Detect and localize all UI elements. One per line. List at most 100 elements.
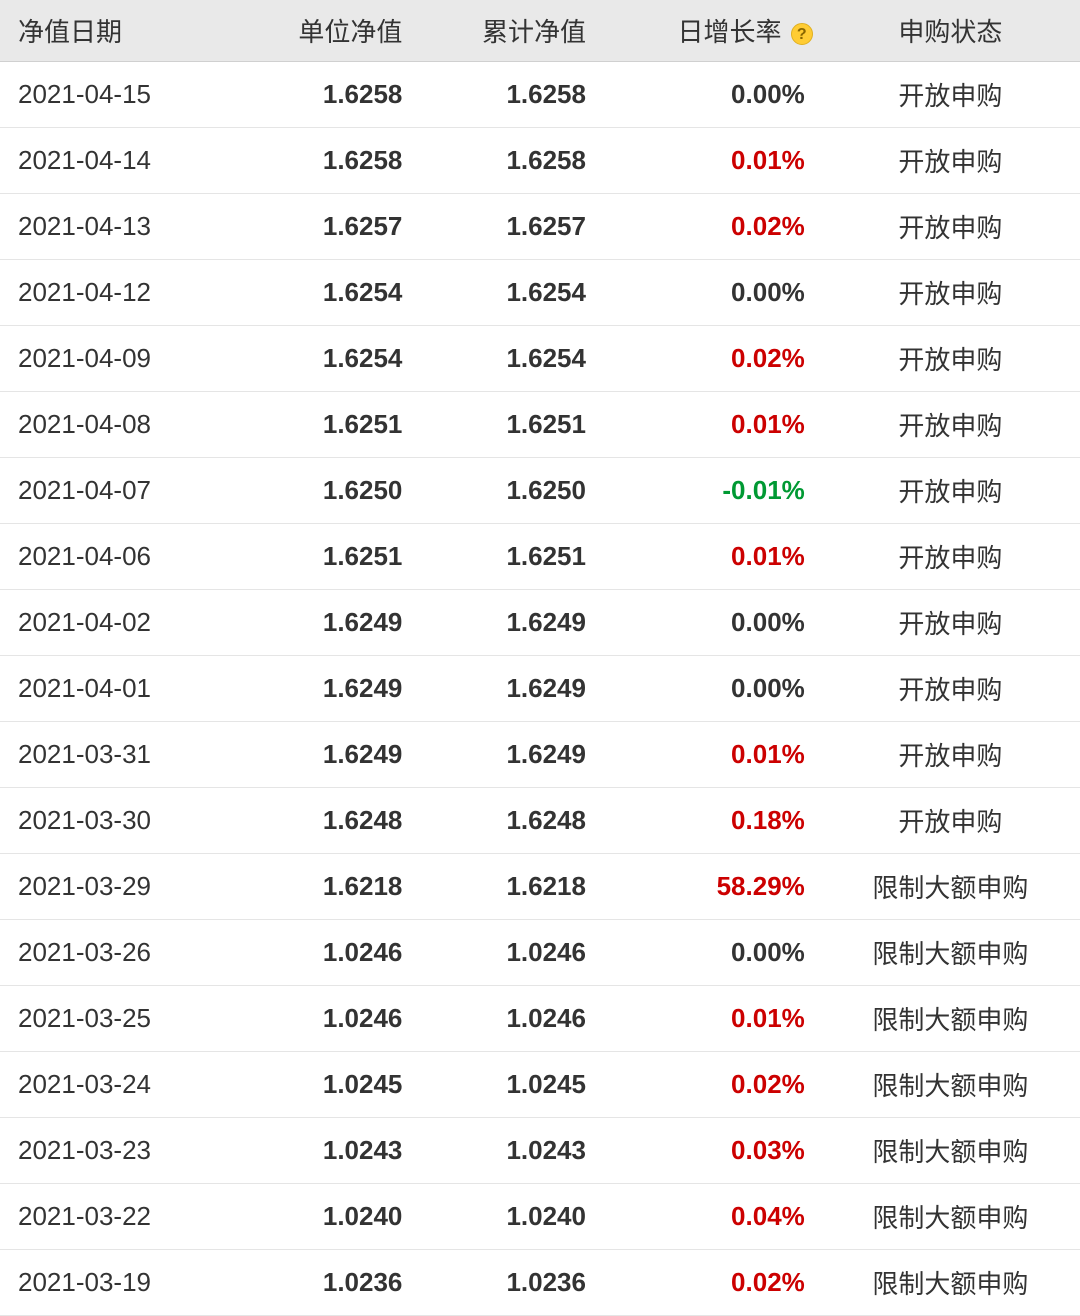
cell-date: 2021-03-31 [0, 722, 227, 788]
col-header-cum-nav[interactable]: 累计净值 [410, 0, 594, 62]
cell-date: 2021-03-30 [0, 788, 227, 854]
cell-date: 2021-04-06 [0, 524, 227, 590]
cell-cum-nav: 1.0240 [410, 1184, 594, 1250]
cell-unit-nav: 1.6218 [227, 854, 411, 920]
cell-daily-rate: 0.01% [594, 722, 821, 788]
table-row: 2021-04-061.62511.62510.01%开放申购 [0, 524, 1080, 590]
cell-cum-nav: 1.6249 [410, 656, 594, 722]
cell-status: 开放申购 [821, 656, 1080, 722]
table-row: 2021-03-311.62491.62490.01%开放申购 [0, 722, 1080, 788]
col-header-unit-nav[interactable]: 单位净值 [227, 0, 411, 62]
cell-daily-rate: -0.01% [594, 458, 821, 524]
cell-status: 开放申购 [821, 590, 1080, 656]
cell-cum-nav: 1.0245 [410, 1052, 594, 1118]
cell-daily-rate: 58.29% [594, 854, 821, 920]
cell-date: 2021-04-12 [0, 260, 227, 326]
cell-daily-rate: 0.02% [594, 1250, 821, 1316]
cell-unit-nav: 1.6254 [227, 260, 411, 326]
cell-unit-nav: 1.6248 [227, 788, 411, 854]
col-header-date[interactable]: 净值日期 [0, 0, 227, 62]
cell-date: 2021-03-22 [0, 1184, 227, 1250]
table-row: 2021-04-071.62501.6250-0.01%开放申购 [0, 458, 1080, 524]
cell-daily-rate: 0.00% [594, 656, 821, 722]
cell-status: 开放申购 [821, 392, 1080, 458]
cell-unit-nav: 1.6250 [227, 458, 411, 524]
table-row: 2021-04-141.62581.62580.01%开放申购 [0, 128, 1080, 194]
cell-unit-nav: 1.0240 [227, 1184, 411, 1250]
cell-daily-rate: 0.02% [594, 326, 821, 392]
cell-daily-rate: 0.03% [594, 1118, 821, 1184]
cell-cum-nav: 1.6249 [410, 590, 594, 656]
cell-status: 开放申购 [821, 62, 1080, 128]
col-header-daily-rate[interactable]: 日增长率 ? [594, 0, 821, 62]
cell-unit-nav: 1.6258 [227, 128, 411, 194]
col-header-rate-label: 日增长率 [678, 17, 782, 47]
cell-date: 2021-04-14 [0, 128, 227, 194]
cell-unit-nav: 1.6249 [227, 590, 411, 656]
cell-date: 2021-03-23 [0, 1118, 227, 1184]
nav-history-table: 净值日期 单位净值 累计净值 日增长率 ? 申购状态 2021-04-151.6… [0, 0, 1080, 1316]
cell-cum-nav: 1.6248 [410, 788, 594, 854]
cell-date: 2021-04-09 [0, 326, 227, 392]
cell-date: 2021-03-24 [0, 1052, 227, 1118]
col-header-status[interactable]: 申购状态 [821, 0, 1080, 62]
cell-cum-nav: 1.6254 [410, 326, 594, 392]
cell-daily-rate: 0.01% [594, 128, 821, 194]
cell-daily-rate: 0.01% [594, 986, 821, 1052]
cell-status: 开放申购 [821, 128, 1080, 194]
cell-cum-nav: 1.0236 [410, 1250, 594, 1316]
cell-date: 2021-04-15 [0, 62, 227, 128]
table-row: 2021-04-021.62491.62490.00%开放申购 [0, 590, 1080, 656]
cell-cum-nav: 1.6258 [410, 128, 594, 194]
cell-unit-nav: 1.6249 [227, 656, 411, 722]
cell-status: 限制大额申购 [821, 986, 1080, 1052]
cell-status: 限制大额申购 [821, 1184, 1080, 1250]
cell-cum-nav: 1.6251 [410, 392, 594, 458]
cell-cum-nav: 1.6257 [410, 194, 594, 260]
cell-unit-nav: 1.6258 [227, 62, 411, 128]
cell-date: 2021-04-07 [0, 458, 227, 524]
cell-date: 2021-03-26 [0, 920, 227, 986]
cell-cum-nav: 1.6218 [410, 854, 594, 920]
cell-date: 2021-04-01 [0, 656, 227, 722]
cell-unit-nav: 1.0243 [227, 1118, 411, 1184]
table-row: 2021-03-241.02451.02450.02%限制大额申购 [0, 1052, 1080, 1118]
cell-unit-nav: 1.0246 [227, 986, 411, 1052]
cell-cum-nav: 1.0246 [410, 986, 594, 1052]
help-icon[interactable]: ? [791, 23, 813, 45]
cell-unit-nav: 1.0245 [227, 1052, 411, 1118]
table-row: 2021-04-151.62581.62580.00%开放申购 [0, 62, 1080, 128]
cell-daily-rate: 0.00% [594, 260, 821, 326]
cell-date: 2021-03-25 [0, 986, 227, 1052]
table-row: 2021-03-261.02461.02460.00%限制大额申购 [0, 920, 1080, 986]
cell-status: 开放申购 [821, 788, 1080, 854]
cell-daily-rate: 0.00% [594, 590, 821, 656]
table-row: 2021-04-121.62541.62540.00%开放申购 [0, 260, 1080, 326]
table-row: 2021-03-301.62481.62480.18%开放申购 [0, 788, 1080, 854]
cell-status: 限制大额申购 [821, 1250, 1080, 1316]
table-row: 2021-03-251.02461.02460.01%限制大额申购 [0, 986, 1080, 1052]
cell-cum-nav: 1.6250 [410, 458, 594, 524]
table-row: 2021-03-231.02431.02430.03%限制大额申购 [0, 1118, 1080, 1184]
cell-daily-rate: 0.02% [594, 1052, 821, 1118]
cell-status: 开放申购 [821, 458, 1080, 524]
cell-date: 2021-04-02 [0, 590, 227, 656]
cell-date: 2021-03-29 [0, 854, 227, 920]
cell-date: 2021-04-13 [0, 194, 227, 260]
table-row: 2021-03-221.02401.02400.04%限制大额申购 [0, 1184, 1080, 1250]
cell-cum-nav: 1.0246 [410, 920, 594, 986]
cell-status: 开放申购 [821, 194, 1080, 260]
cell-cum-nav: 1.0243 [410, 1118, 594, 1184]
cell-daily-rate: 0.18% [594, 788, 821, 854]
table-header-row: 净值日期 单位净值 累计净值 日增长率 ? 申购状态 [0, 0, 1080, 62]
cell-daily-rate: 0.00% [594, 62, 821, 128]
cell-date: 2021-04-08 [0, 392, 227, 458]
cell-status: 限制大额申购 [821, 854, 1080, 920]
cell-daily-rate: 0.04% [594, 1184, 821, 1250]
cell-unit-nav: 1.0236 [227, 1250, 411, 1316]
cell-unit-nav: 1.6257 [227, 194, 411, 260]
cell-status: 限制大额申购 [821, 1118, 1080, 1184]
cell-daily-rate: 0.00% [594, 920, 821, 986]
cell-unit-nav: 1.6251 [227, 392, 411, 458]
cell-date: 2021-03-19 [0, 1250, 227, 1316]
